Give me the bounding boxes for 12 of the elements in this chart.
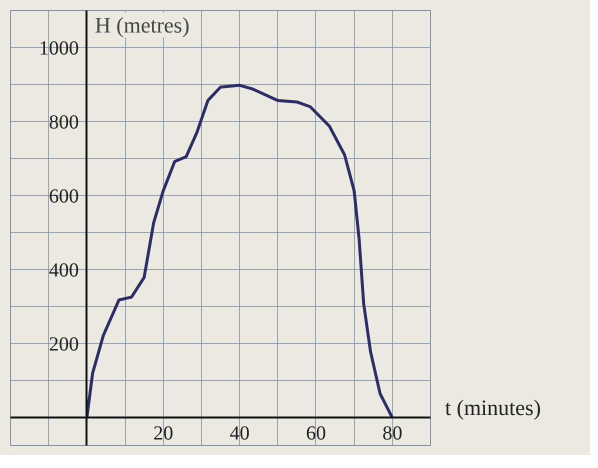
y-tick-label: 600 (48, 186, 79, 208)
x-tick-label: 80 (382, 422, 402, 445)
y-tick-label: 800 (48, 112, 79, 134)
y-tick-label: 400 (48, 260, 79, 282)
x-tick-label: 60 (306, 422, 326, 445)
line-series (85, 84, 394, 420)
x-tick-label: 40 (230, 422, 250, 445)
y-tick-label: 1000 (38, 38, 79, 60)
y-axis-title: H (metres) (94, 12, 190, 38)
y-tick-label: 200 (48, 334, 79, 356)
x-axis-title: t (minutes) (445, 394, 541, 422)
x-tick-label: 20 (153, 422, 174, 445)
